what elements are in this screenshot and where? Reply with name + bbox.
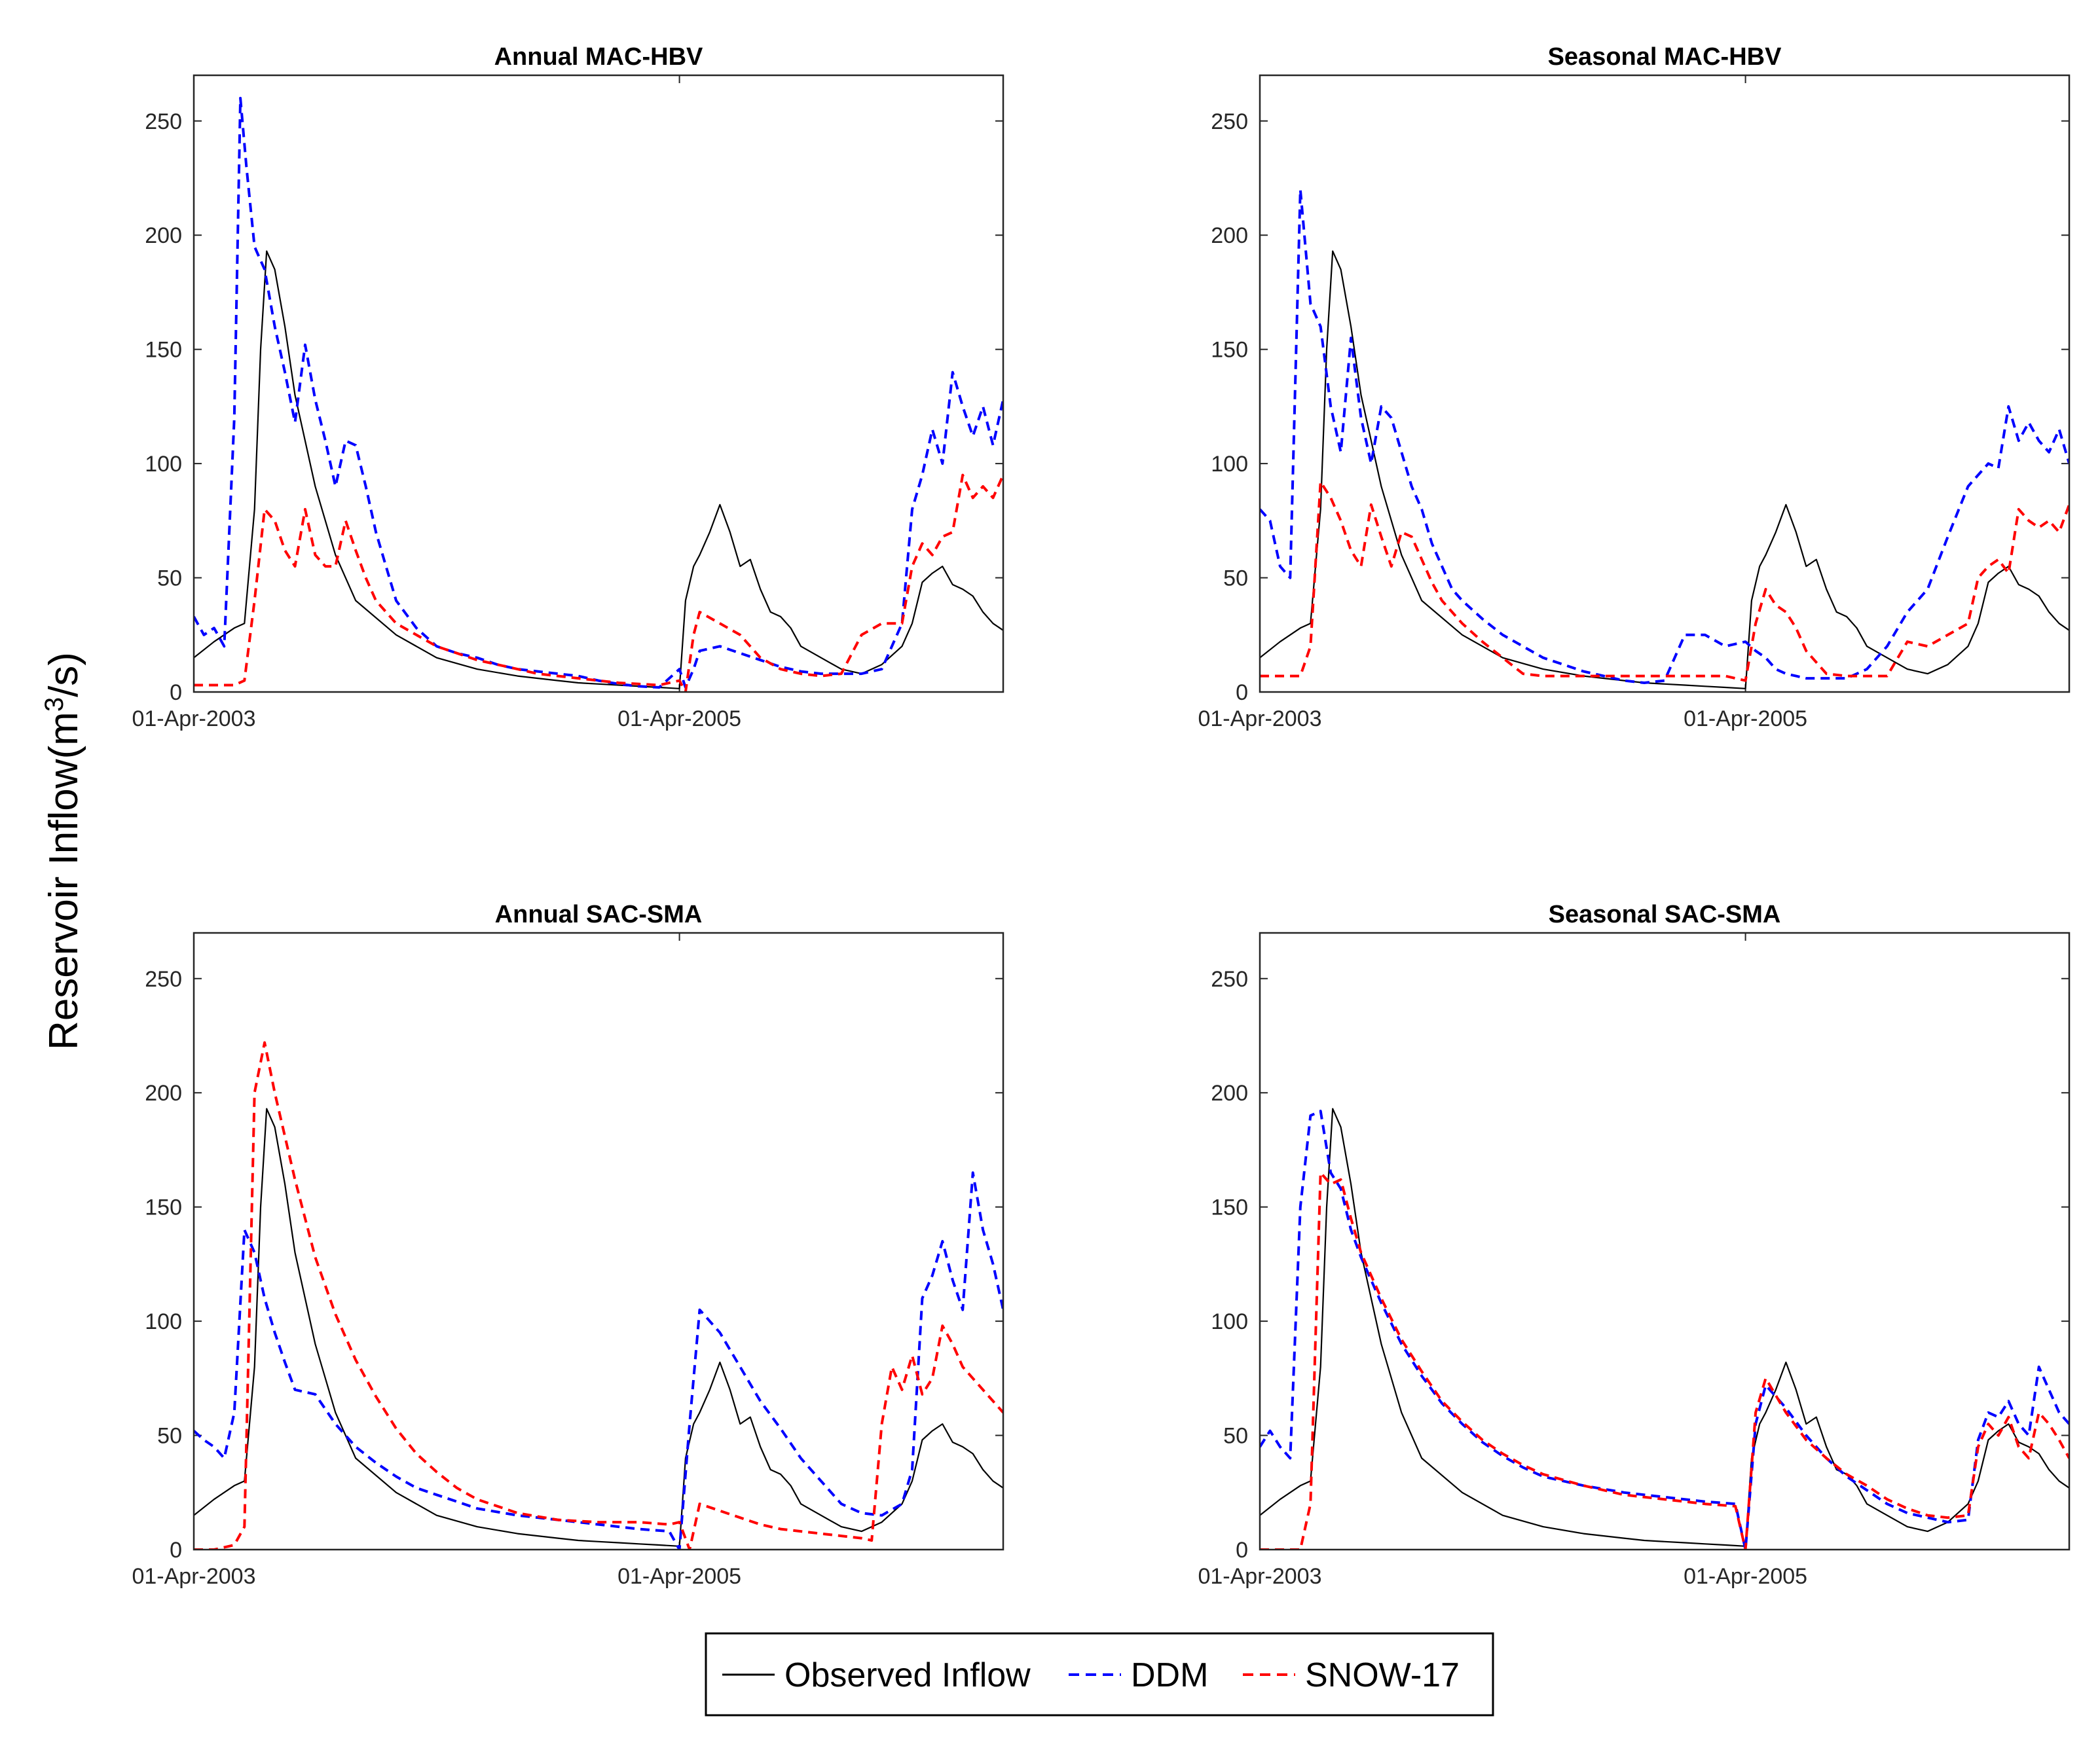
series-group bbox=[1260, 1108, 2069, 1550]
x-tick-label: 01-Apr-2005 bbox=[1684, 706, 1807, 731]
y-tick-label: 100 bbox=[145, 1309, 182, 1334]
series-line-observed bbox=[194, 250, 1003, 689]
series-line-observed bbox=[1260, 1108, 2069, 1547]
y-tick-label: 0 bbox=[170, 680, 182, 705]
series-line-ddm bbox=[1260, 188, 2069, 684]
series-line-ddm bbox=[1260, 1110, 2069, 1550]
plot-area bbox=[1260, 75, 2069, 692]
legend-snow17-label: SNOW-17 bbox=[1305, 1656, 1460, 1694]
legend-ddm-label: DDM bbox=[1131, 1656, 1208, 1694]
series-line-observed bbox=[1260, 250, 2069, 689]
y-tick-label: 100 bbox=[145, 452, 182, 477]
legend-observed-label: Observed Inflow bbox=[784, 1656, 1031, 1694]
y-axis-label: Reservoir Inflow(m3/s) bbox=[40, 652, 86, 1050]
y-axis-label-tail: /s) bbox=[41, 652, 86, 697]
legend-box bbox=[705, 1632, 1494, 1717]
x-tick-label: 01-Apr-2003 bbox=[1198, 1564, 1321, 1589]
y-tick-label: 50 bbox=[157, 566, 182, 591]
y-tick-label: 150 bbox=[145, 1195, 182, 1220]
x-tick-label: 01-Apr-2003 bbox=[132, 1564, 255, 1589]
plot-area bbox=[194, 75, 1003, 692]
x-tick-label: 01-Apr-2005 bbox=[617, 1564, 741, 1589]
y-axis-label-main: Reservoir Inflow(m bbox=[41, 712, 86, 1050]
series-line-snow17 bbox=[194, 1041, 1003, 1550]
y-tick-label: 150 bbox=[1211, 1195, 1248, 1220]
series-group bbox=[194, 1041, 1003, 1550]
plot-frame bbox=[1259, 74, 2071, 693]
panel-annual-mac-hbv: 0 50 100 150 200 250 01-Apr-2003 01-Apr-2005 Ann… bbox=[132, 43, 1004, 731]
legend: Observed Inflow DDM SNOW-17 bbox=[705, 1632, 1494, 1717]
panel-title: Seasonal MAC-HBV bbox=[1548, 43, 1782, 71]
y-tick-label: 250 bbox=[1211, 109, 1248, 134]
y-tick-label: 50 bbox=[1223, 1424, 1248, 1449]
y-tick-label: 200 bbox=[1211, 1081, 1248, 1106]
y-tick-label: 50 bbox=[1223, 566, 1248, 591]
series-line-snow17 bbox=[194, 473, 1003, 692]
y-tick-label: 150 bbox=[1211, 338, 1248, 363]
panel-title: Annual MAC-HBV bbox=[494, 43, 703, 71]
y-tick-label: 0 bbox=[170, 1538, 182, 1563]
series-line-ddm bbox=[194, 96, 1003, 689]
series-group bbox=[1260, 188, 2069, 689]
y-tick-label: 50 bbox=[157, 1424, 182, 1449]
panel-annual-sac-sma: 0 50 100 150 200 250 01-Apr-2003 01-Apr-2005 Ann… bbox=[132, 901, 1004, 1589]
y-tick-label: 250 bbox=[145, 967, 182, 992]
y-tick-label: 100 bbox=[1211, 452, 1248, 477]
series-line-snow17 bbox=[1260, 1171, 2069, 1550]
y-tick-label: 150 bbox=[145, 338, 182, 363]
y-tick-label: 0 bbox=[1236, 1538, 1248, 1563]
panel-seasonal-sac-sma: 0 50 100 150 200 250 01-Apr-2003 01-Apr-2005 Sea… bbox=[1198, 901, 2071, 1589]
panel-title: Annual SAC-SMA bbox=[495, 901, 703, 928]
x-tick-label: 01-Apr-2003 bbox=[132, 706, 255, 731]
y-tick-label: 0 bbox=[1236, 680, 1248, 705]
y-tick-label: 250 bbox=[1211, 967, 1248, 992]
plot-frame bbox=[193, 932, 1004, 1551]
y-tick-label: 200 bbox=[145, 1081, 182, 1106]
plot-frame bbox=[193, 74, 1004, 693]
plot-area bbox=[194, 933, 1003, 1550]
y-axis-label-superscript: 3 bbox=[40, 697, 69, 712]
plot-frame bbox=[1259, 932, 2071, 1551]
panel-title: Seasonal SAC-SMA bbox=[1549, 901, 1781, 928]
panel-seasonal-mac-hbv: 0 50 100 150 200 250 01-Apr-2003 01-Apr-2005 Sea… bbox=[1198, 43, 2071, 731]
x-tick-label: 01-Apr-2005 bbox=[617, 706, 741, 731]
y-tick-label: 250 bbox=[145, 109, 182, 134]
y-tick-label: 100 bbox=[1211, 1309, 1248, 1334]
plot-area bbox=[1260, 933, 2069, 1550]
x-tick-label: 01-Apr-2003 bbox=[1198, 706, 1321, 731]
x-tick-label: 01-Apr-2005 bbox=[1684, 1564, 1807, 1589]
y-tick-label: 200 bbox=[1211, 223, 1248, 248]
series-line-snow17 bbox=[1260, 481, 2069, 682]
series-line-observed bbox=[194, 1108, 1003, 1547]
y-tick-label: 200 bbox=[145, 223, 182, 248]
series-group bbox=[194, 96, 1003, 692]
